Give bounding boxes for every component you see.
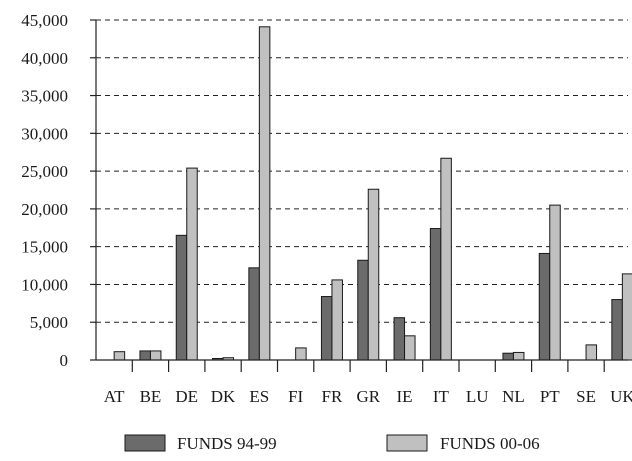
axis-layer: 0 5,000 10,000 15,000 20,000 25,000 30,000 35,0… xyxy=(21,11,632,406)
bar-funds-00-06-at xyxy=(113,351,126,361)
x-tick-label: ES xyxy=(249,387,269,406)
y-tick-label: 15,000 xyxy=(21,238,68,257)
bar-funds-00-06-uk xyxy=(621,273,632,361)
bar-funds-94-99-it xyxy=(429,228,442,361)
legend-label: FUNDS 94-99 xyxy=(177,434,277,453)
x-tick-label: SE xyxy=(576,387,596,406)
bar-funds-00-06-it xyxy=(440,157,452,361)
bar-funds-00-06-be xyxy=(149,350,162,361)
x-tick-label: BE xyxy=(140,387,162,406)
bar-funds-94-99-nl xyxy=(502,352,514,361)
bar-funds-00-06-de xyxy=(186,167,198,361)
bar-funds-00-06-se xyxy=(585,344,598,361)
y-tick-label: 30,000 xyxy=(21,124,68,143)
bar-funds-94-99-gr xyxy=(357,259,369,361)
x-tick-label: GR xyxy=(356,387,380,406)
x-tick-label: LU xyxy=(466,387,489,406)
legend: FUNDS 94-99 FUNDS 00-06 xyxy=(124,434,540,453)
y-tick-label: 5,000 xyxy=(30,313,68,332)
bar-funds-00-06-pt xyxy=(549,204,561,361)
bar-funds-94-99-de xyxy=(175,234,188,361)
y-tick-label: 10,000 xyxy=(21,275,68,294)
y-tick-label: 45,000 xyxy=(21,11,68,30)
bars-layer xyxy=(113,26,632,361)
x-tick-label: FI xyxy=(288,387,303,406)
bar-funds-00-06-nl xyxy=(512,351,525,361)
y-tick-label: 20,000 xyxy=(21,200,68,219)
bar-funds-00-06-ie xyxy=(404,335,416,361)
y-tick-label: 40,000 xyxy=(21,49,68,68)
bar-funds-94-99-fr xyxy=(320,296,333,361)
bar-funds-00-06-fi xyxy=(295,347,307,361)
y-tick-label: 0 xyxy=(60,351,69,370)
x-tick-label: DK xyxy=(211,387,236,406)
bar-funds-94-99-uk xyxy=(611,299,623,361)
x-tick-label: IE xyxy=(397,387,413,406)
x-tick-label: NL xyxy=(502,387,525,406)
bar-funds-94-99-ie xyxy=(393,317,406,361)
y-tick-label: 35,000 xyxy=(21,87,68,106)
x-tick-label: DE xyxy=(175,387,198,406)
bar-funds-00-06-es xyxy=(258,26,271,361)
x-tick-label: UK xyxy=(610,387,632,406)
x-tick-label: PT xyxy=(540,387,560,406)
x-tick-label: IT xyxy=(433,387,450,406)
x-tick-label: FR xyxy=(322,387,343,406)
legend-label: FUNDS 00-06 xyxy=(440,434,540,453)
bar-funds-00-06-gr xyxy=(367,188,380,361)
y-tick-label: 25,000 xyxy=(21,162,68,181)
x-tick-label: AT xyxy=(104,387,125,406)
bar-funds-94-99-be xyxy=(139,350,151,361)
legend-swatch xyxy=(386,434,428,452)
bar-funds-94-99-es xyxy=(248,267,260,361)
bar-funds-00-06-fr xyxy=(331,279,343,361)
bar-funds-94-99-pt xyxy=(538,252,551,361)
legend-swatch xyxy=(124,434,166,452)
